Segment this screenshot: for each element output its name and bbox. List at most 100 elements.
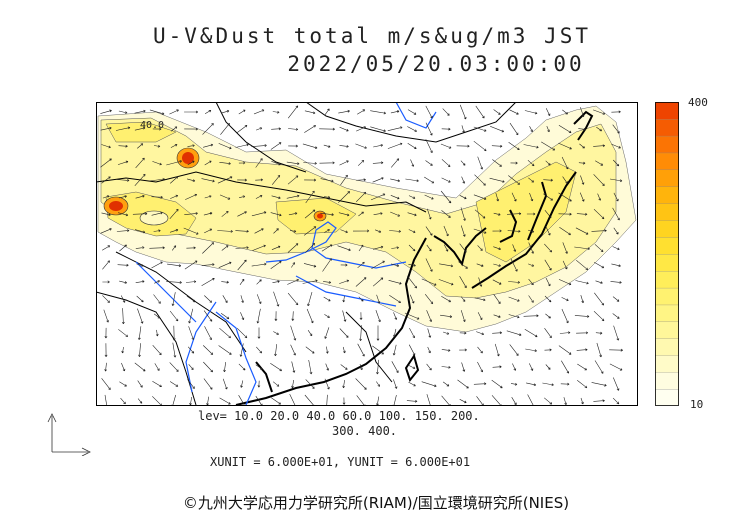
wind-arrow [153,294,161,304]
wind-arrow [491,379,503,389]
wind-arrow [118,144,128,148]
wind-arrow [370,193,386,201]
wind-arrow [473,140,487,152]
wind-arrow [169,381,179,387]
wind-arrow [137,308,144,324]
wind-arrow [134,229,146,234]
wind-arrow [372,245,384,250]
wind-arrow [441,348,451,352]
wind-arrow [492,331,502,335]
wind-arrow [102,295,110,303]
wind-arrow [442,108,450,116]
colorbar-swatch [655,338,679,356]
wind-arrow [304,178,317,182]
wind-arrow [461,125,465,133]
wind-arrow [393,379,398,389]
wind-arrow [167,263,182,268]
wind-arrow [544,259,552,271]
wind-arrow [576,348,588,352]
wind-arrow [256,279,262,285]
wind-arrow [255,158,263,168]
colorbar-swatch [655,372,679,390]
wind-arrow [594,244,604,252]
wind-arrow [287,175,299,185]
wind-arrow [544,328,552,339]
wind-arrow [596,342,602,358]
wind-arrow [545,160,551,166]
wind-arrow [613,192,619,202]
wind-arrow [391,361,399,373]
wind-arrow [118,110,128,114]
wind-arrow [376,325,380,341]
wind-arrow [459,348,467,352]
wind-arrow [357,261,365,269]
wind-arrow [609,348,623,352]
colorbar-swatch [655,236,679,255]
axes-arrow-icon [47,413,91,456]
wind-arrow [528,295,534,303]
wind-arrow [356,126,367,132]
wind-arrow [137,326,142,340]
wind-arrow [153,313,161,319]
wind-arrow [221,280,229,284]
wind-arrow [425,258,433,272]
wind-arrow [460,225,466,237]
wind-arrow [271,175,281,185]
wind-arrow [166,160,182,166]
wind-arrow [391,263,400,267]
wind-arrow [408,244,416,252]
wind-arrow [558,192,572,202]
wind-arrow [508,280,520,284]
wind-arrow [493,294,501,304]
wind-arrow [528,177,534,183]
wind-arrow [425,160,433,166]
wind-arrow [171,292,176,306]
wind-arrow [102,245,111,251]
wind-arrow [235,229,249,233]
rivers [135,102,437,406]
wind-vectors [100,104,623,406]
wind-arrow [442,381,450,387]
chart-title-datetime: 2022/05/20.03:00:00 [287,52,585,76]
wind-arrow [251,211,267,217]
wind-arrow [474,174,486,186]
wind-arrow [115,126,131,131]
wind-arrow [286,194,300,199]
wind-arrow [407,275,417,289]
wind-arrow [340,229,348,234]
wind-arrow [376,294,381,304]
wind-arrow [149,109,165,115]
wind-arrow [612,124,620,134]
wind-arrow [187,144,195,148]
wind-arrow [319,127,335,131]
wind-arrow [184,127,198,131]
wind-arrow [591,382,607,387]
wind-arrow [323,280,332,284]
wind-arrow [387,126,403,131]
contour-levels-line2: 300. 400. [332,424,398,438]
wind-arrow [580,295,584,304]
wind-arrow [528,278,534,286]
wind-arrow [202,345,214,355]
wind-arrow [154,280,160,284]
wind-arrow [507,229,521,233]
wind-arrow [252,244,266,251]
wind-arrow [236,125,248,133]
wind-arrow [270,260,282,270]
wind-arrow [460,310,466,323]
wind-arrow [235,143,249,148]
wind-arrow [543,193,553,201]
wind-arrow [562,242,568,254]
coastlines [235,110,594,406]
wind-arrow [256,294,262,304]
colorbar-swatch [655,270,679,289]
wind-arrow [558,125,572,133]
wind-arrow [184,110,199,114]
wind-arrow [559,226,571,236]
wind-arrow [172,342,177,358]
wind-arrow [302,279,318,284]
wind-arrow [149,246,165,250]
wind-arrow [288,127,299,131]
wind-arrow [478,277,483,287]
wind-arrow [253,109,265,115]
